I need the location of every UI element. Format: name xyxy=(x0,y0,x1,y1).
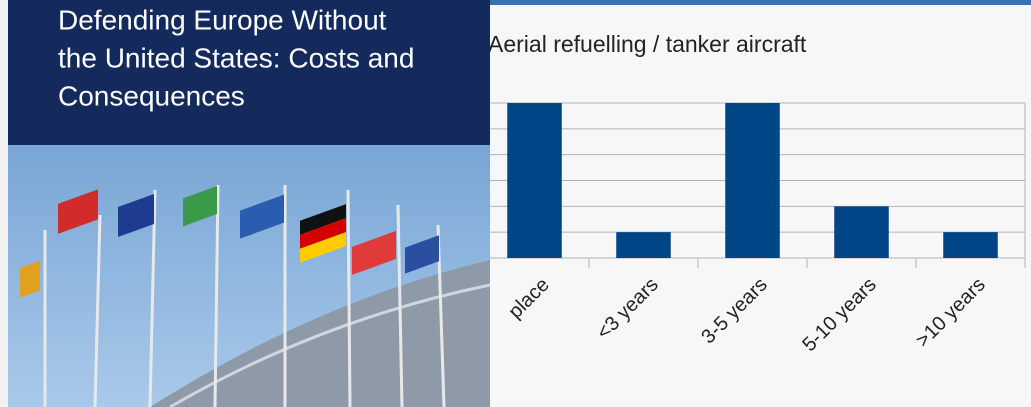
bar xyxy=(943,232,998,258)
bar xyxy=(725,103,780,258)
bar xyxy=(616,232,671,258)
flags xyxy=(20,186,439,298)
chart: Aerial refuelling / tanker aircraft plac… xyxy=(480,31,1026,356)
building-detail xyxy=(169,283,491,407)
flag-poles xyxy=(43,184,446,407)
chart-title: Aerial refuelling / tanker aircraft xyxy=(488,31,807,57)
bar xyxy=(834,206,889,258)
cover-title-line: Defending Europe Without xyxy=(58,4,387,35)
cover-title-line: the United States: Costs and xyxy=(58,42,414,73)
cover-title: Defending Europe Without the United Stat… xyxy=(58,4,414,111)
bar xyxy=(507,103,562,258)
top-strip xyxy=(480,0,1031,5)
cover-header xyxy=(8,0,490,145)
cover-title-line: Consequences xyxy=(58,80,245,111)
book-cover: Defending Europe Without the United Stat… xyxy=(8,0,491,407)
